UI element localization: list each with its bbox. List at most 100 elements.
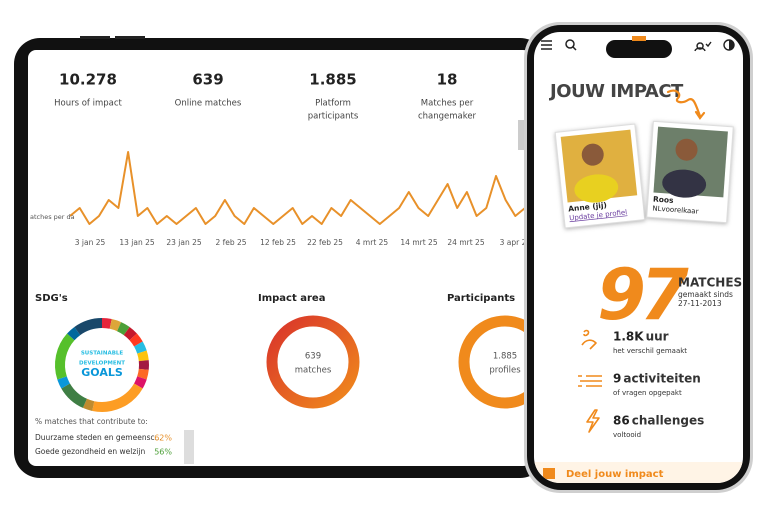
logo bbox=[632, 36, 646, 41]
card-name: Anne (jij) bbox=[568, 200, 607, 213]
stat-label: Platform bbox=[315, 99, 351, 109]
stat-value: 639 bbox=[192, 71, 223, 89]
row-unit: challenges bbox=[632, 414, 705, 428]
donut-segment bbox=[67, 326, 81, 341]
x-tick-label: 3 jan 25 bbox=[75, 238, 106, 247]
sdg-logo-text: GOALS bbox=[81, 366, 123, 379]
tablet-button bbox=[80, 36, 110, 39]
section-title: Impact area bbox=[258, 293, 325, 304]
contrast-icon bbox=[729, 40, 734, 50]
search-icon[interactable] bbox=[565, 39, 575, 49]
x-tick-label: 23 jan 25 bbox=[166, 238, 202, 247]
contribute-name: Duurzame steden en gemeensc... bbox=[35, 433, 162, 442]
photo-face bbox=[675, 138, 698, 161]
contribute-title: % matches that contribute to: bbox=[35, 417, 148, 426]
x-tick-label: 4 mrt 25 bbox=[356, 238, 389, 247]
stat-label: participants bbox=[308, 112, 359, 122]
big-sub: gemaakt sinds bbox=[678, 290, 733, 299]
search-icon bbox=[572, 46, 577, 51]
tablet-button bbox=[115, 36, 145, 39]
share-icon[interactable] bbox=[543, 468, 555, 479]
tablet-screen bbox=[28, 50, 531, 466]
donut-center: 1.885 bbox=[493, 352, 517, 362]
bar-bg bbox=[184, 430, 194, 464]
stat-value: 1.885 bbox=[309, 71, 356, 89]
share-link[interactable]: Deel jouw impact bbox=[566, 469, 664, 480]
donut-segment bbox=[116, 322, 130, 336]
donut-center: 639 bbox=[305, 352, 321, 362]
row-icon bbox=[581, 329, 597, 350]
scrollbar bbox=[518, 120, 524, 150]
photo-body bbox=[662, 169, 707, 198]
donut-segment bbox=[129, 333, 143, 347]
sdg-logo-text: DEVELOPMENT bbox=[79, 361, 125, 367]
donut-segment bbox=[74, 318, 103, 336]
stat-value: 18 bbox=[437, 71, 458, 89]
row-number: 86 bbox=[613, 414, 630, 428]
stat-label: changemaker bbox=[418, 112, 477, 122]
contribute-pct: 62% bbox=[154, 434, 172, 443]
x-tick-label: 12 feb 25 bbox=[260, 238, 296, 247]
profile-card[interactable]: Anne (jij)Update je profiel bbox=[554, 123, 646, 229]
row-number: 9 bbox=[613, 372, 621, 386]
sdg-logo-text: SUSTAINABLE bbox=[81, 351, 124, 357]
row-sub: het verschil gemaakt bbox=[613, 347, 687, 355]
donut-segment bbox=[109, 319, 122, 332]
notch bbox=[606, 40, 672, 58]
donut-segment bbox=[82, 398, 95, 411]
row-sub: voltooid bbox=[613, 431, 641, 439]
card-name: Roos bbox=[653, 194, 675, 204]
card-sub: NLvoorelkaar bbox=[652, 204, 699, 215]
donut-center: matches bbox=[295, 366, 332, 376]
arrow bbox=[666, 89, 706, 120]
stat-label: Hours of impact bbox=[54, 99, 122, 109]
y-axis-label: atches per da bbox=[30, 213, 75, 221]
big-sub: 27-11-2013 bbox=[678, 299, 722, 308]
row-number: 1.8K bbox=[613, 330, 644, 344]
row-icon bbox=[578, 375, 602, 387]
donut bbox=[266, 315, 360, 409]
share-bar bbox=[534, 462, 743, 483]
line bbox=[69, 151, 526, 225]
donut-segment bbox=[101, 318, 112, 329]
x-tick-label: 3 apr 2 bbox=[500, 238, 527, 247]
donut-segment bbox=[61, 383, 88, 408]
donut-segment bbox=[137, 368, 149, 380]
donut-segment bbox=[123, 326, 137, 341]
photo-body bbox=[574, 174, 619, 203]
donut-center: profiles bbox=[489, 366, 521, 376]
x-tick-label: 24 mrt 25 bbox=[447, 238, 484, 247]
stat-label: Online matches bbox=[175, 99, 242, 109]
donut-segment bbox=[55, 333, 75, 380]
donut-segment bbox=[57, 376, 71, 389]
x-tick-label: 14 mrt 25 bbox=[400, 238, 437, 247]
x-tick-label: 22 feb 25 bbox=[307, 238, 343, 247]
donut-segment bbox=[133, 376, 147, 389]
row-unit: activiteiten bbox=[623, 372, 700, 386]
x-tick-label: 13 jan 25 bbox=[119, 238, 155, 247]
donut-segment bbox=[92, 383, 143, 412]
donut-segment bbox=[133, 341, 147, 354]
row-icon bbox=[586, 409, 600, 433]
user-icon[interactable] bbox=[694, 41, 712, 52]
stat-value: 10.278 bbox=[59, 71, 117, 89]
contribute-name: Goede gezondheid en welzijn bbox=[35, 447, 145, 456]
row-unit: uur bbox=[646, 330, 669, 344]
section-title: SDG's bbox=[35, 293, 68, 304]
tablet-content: 10.278 Hours of impact 639 Online matches 1.… bbox=[30, 71, 531, 464]
page-title: JOUW IMPACT bbox=[548, 81, 684, 102]
donut bbox=[458, 315, 531, 409]
row-sub: of vragen opgepakt bbox=[613, 389, 682, 397]
big-number: 97 bbox=[597, 254, 689, 336]
donut-segment bbox=[137, 350, 149, 362]
stat-label: Matches per bbox=[421, 99, 474, 109]
section-title: Participants bbox=[447, 293, 515, 304]
contribute-pct: 56% bbox=[154, 448, 172, 457]
big-label: MATCHES bbox=[678, 276, 742, 290]
x-tick-label: 2 feb 25 bbox=[215, 238, 246, 247]
menu-icon[interactable] bbox=[541, 40, 552, 50]
photo-face bbox=[581, 143, 604, 166]
